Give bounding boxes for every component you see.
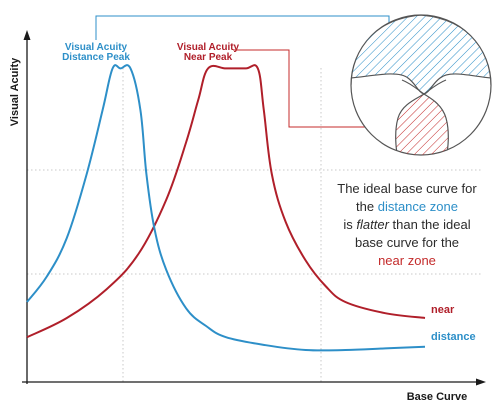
axes: Visual Acuity Base Curve [9,30,486,403]
annotation-distance-zone: distance zone [377,199,458,214]
peak-label-near-line2: Near Peak [184,52,233,63]
peak-label-distance: Visual Acuity Distance Peak [62,42,130,63]
peak-label-near: Visual Acuity Near Peak [177,42,240,63]
lens-distance-zone [351,15,491,95]
y-axis-title: Visual Acuity [9,57,21,126]
annotation-line-3: is flatter than the ideal [322,216,492,234]
leader-line-near [233,49,398,128]
lens-near-zone [395,93,449,155]
grid [27,68,482,382]
annotation-line-2-prefix: the [356,199,378,214]
annotation-line-1: The ideal base curve for [337,181,477,196]
peak-label-distance-line1: Visual Acuity [65,42,128,53]
peak-label-distance-line2: Distance Peak [62,52,130,63]
x-axis-title: Base Curve [407,391,468,403]
annotation-near-zone: near zone [378,253,436,268]
annotation-line-2: the distance zone [322,198,492,216]
x-axis-arrow [476,378,486,386]
annotation-line-3-suffix: than the ideal [388,217,471,232]
series-line-distance [26,64,426,352]
annotation-line-4: base curve for the [354,235,460,250]
y-axis-arrow [23,30,31,40]
annotation-line-3-prefix: is [343,217,357,232]
series-line-near [26,64,426,339]
annotation-text: The ideal base curve for the distance zo… [322,180,492,270]
annotation-flatter: flatter [356,217,389,232]
lens-corridor [401,79,447,95]
lens-illustration [350,14,492,156]
leader-line-distance [95,15,390,40]
series-label-distance: distance [431,331,476,343]
peak-label-near-line1: Visual Acuity [177,42,240,53]
series-label-near: near [431,304,455,316]
